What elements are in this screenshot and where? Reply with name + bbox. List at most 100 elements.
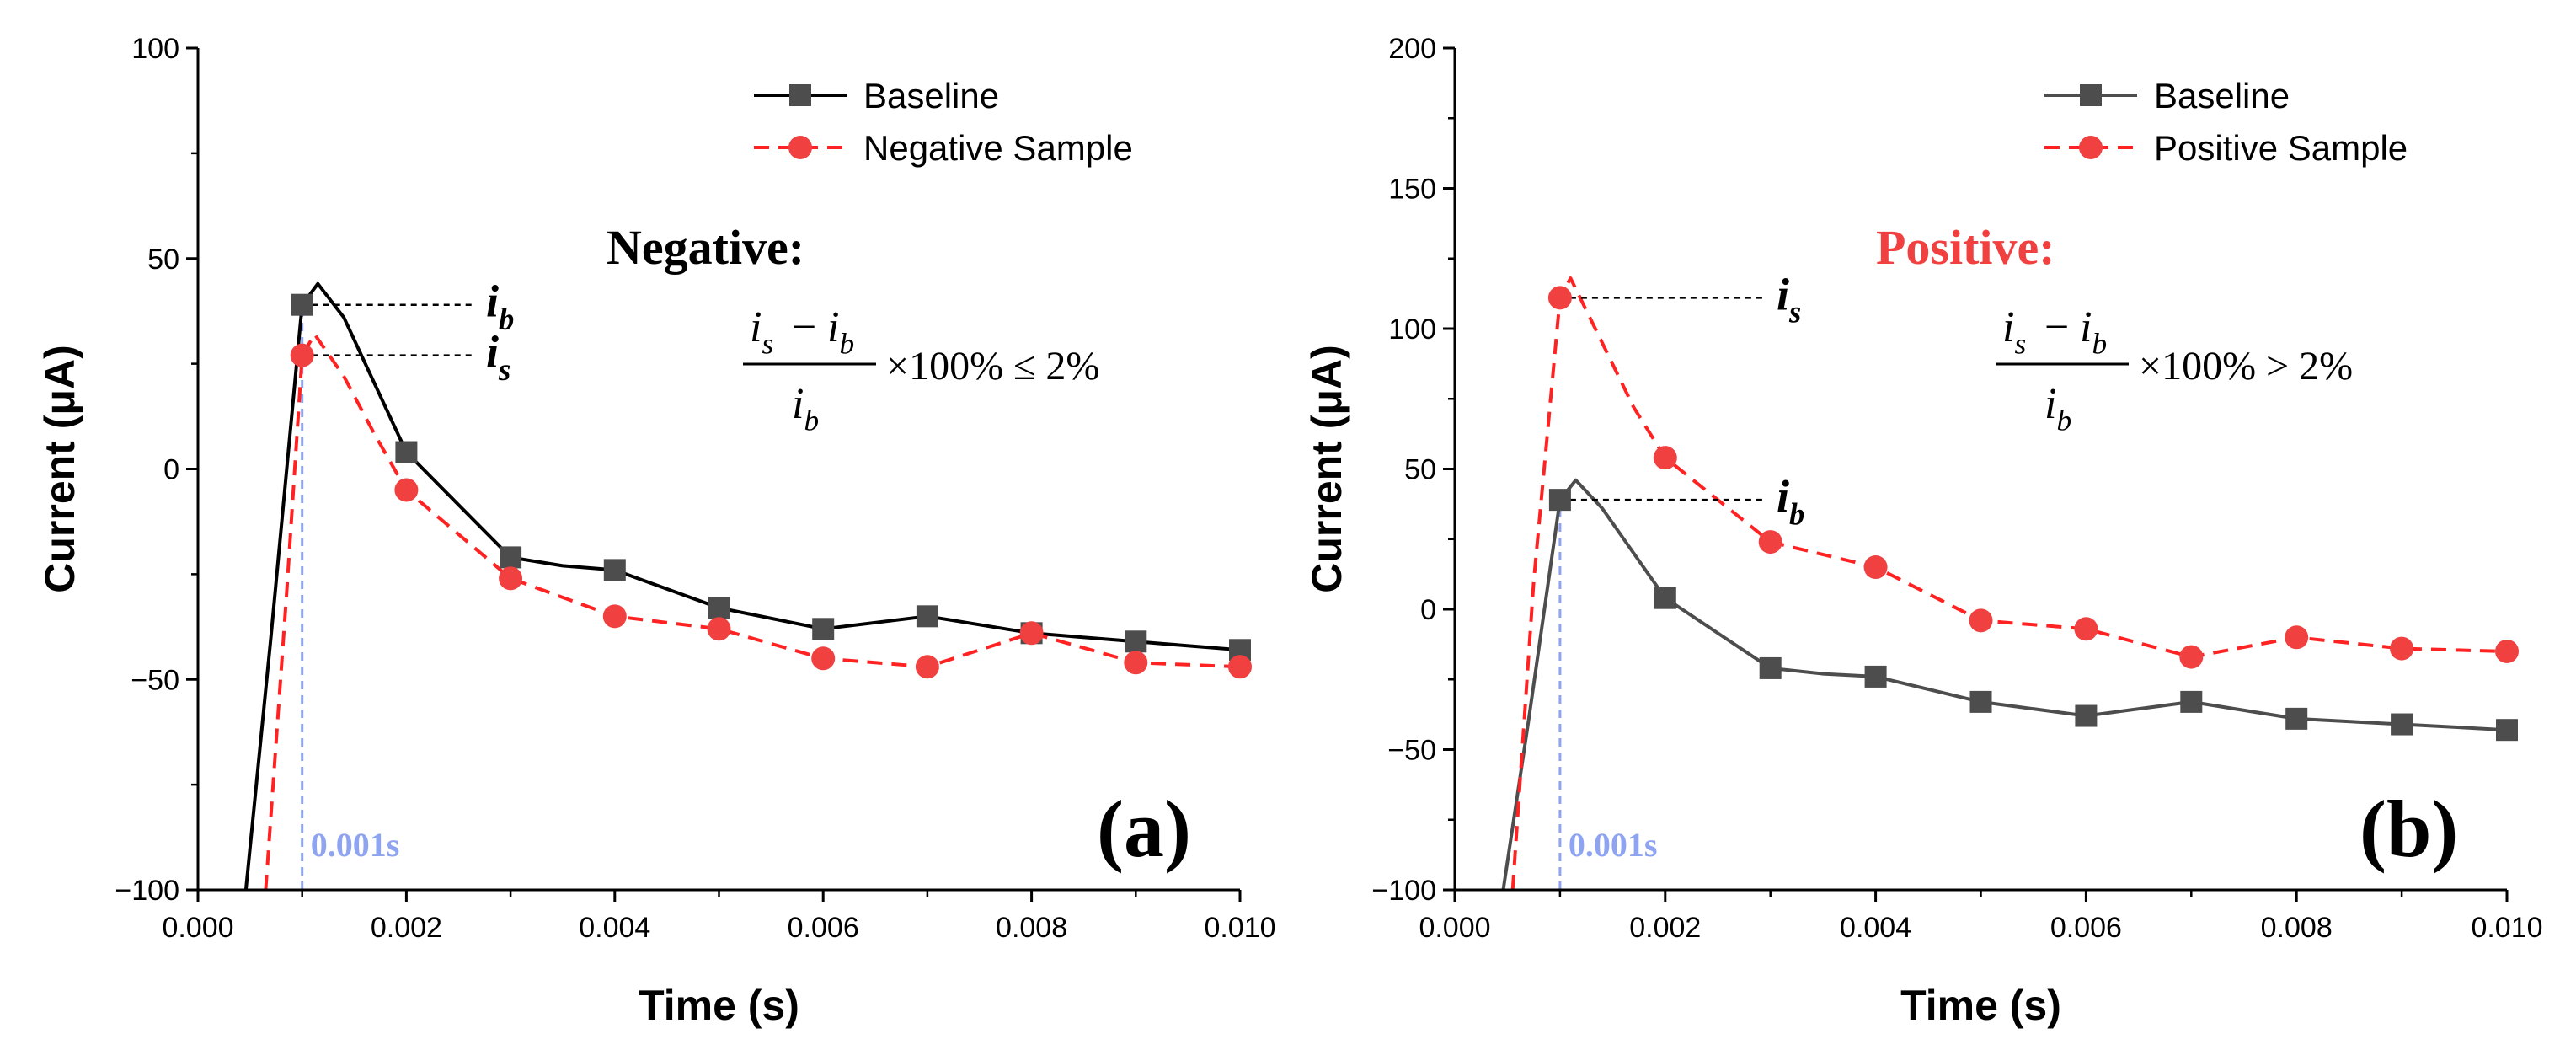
annotation-label-upper-sub: s bbox=[1788, 294, 1801, 329]
formula-numerator-left-sub: s bbox=[762, 327, 773, 361]
x-axis-title: Time (s) bbox=[1900, 982, 2061, 1029]
data-point-sample bbox=[1124, 651, 1148, 675]
data-point-baseline bbox=[916, 605, 938, 628]
formula-minus: − bbox=[792, 303, 816, 351]
formula-denominator-sub: b bbox=[2056, 404, 2071, 437]
data-point-sample bbox=[1758, 530, 1782, 554]
x-tick-label: 0.006 bbox=[2050, 912, 2122, 944]
y-tick-label: −50 bbox=[1387, 735, 1436, 767]
data-point-baseline bbox=[1654, 587, 1676, 609]
x-tick-label: 0.008 bbox=[996, 912, 1067, 944]
data-point-baseline bbox=[708, 597, 730, 619]
legend-marker-square bbox=[789, 84, 811, 106]
data-point-baseline bbox=[2496, 719, 2518, 742]
y-tick-label: 200 bbox=[1388, 33, 1436, 65]
data-point-baseline bbox=[812, 618, 835, 640]
data-point-sample bbox=[1863, 555, 1888, 580]
legend-marker-circle bbox=[2079, 136, 2103, 159]
legend-marker-circle bbox=[788, 136, 812, 159]
y-tick-label: 0 bbox=[163, 454, 179, 486]
x-tick-label: 0.010 bbox=[1204, 912, 1275, 944]
data-point-sample bbox=[811, 646, 836, 671]
x-tick-label: 0.004 bbox=[1840, 912, 1911, 944]
x-tick-label: 0.006 bbox=[788, 912, 859, 944]
time-marker-label: 0.001s bbox=[1569, 826, 1658, 864]
chart-panel-a: −100 −50 0 50 100 0.000 0.002 0.004 0.006 0.008 0.… bbox=[36, 33, 1276, 1029]
annotation-label-lower-sub: s bbox=[498, 352, 510, 387]
legend-label: Negative Sample bbox=[863, 128, 1133, 168]
annotation-label-upper-main: i bbox=[486, 276, 499, 327]
annotation-label-upper-sub: b bbox=[499, 302, 514, 336]
formula-numerator-right-main: i bbox=[827, 303, 839, 351]
data-point-sample bbox=[1969, 608, 1993, 633]
annotation-label-lower: ib bbox=[1777, 471, 1804, 531]
x-tick-label: 0.000 bbox=[162, 912, 233, 944]
data-point-sample bbox=[2285, 625, 2309, 650]
y-tick-label: 50 bbox=[1404, 454, 1436, 486]
formula-relation: ×100% ≤ 2% bbox=[886, 344, 1099, 388]
data-point-sample bbox=[1228, 655, 1252, 679]
data-point-sample bbox=[499, 566, 523, 591]
data-point-baseline bbox=[2285, 707, 2308, 730]
formula-numerator-left-main: i bbox=[2002, 303, 2014, 351]
formula-denominator-sub: b bbox=[804, 404, 819, 437]
data-point-sample bbox=[915, 655, 939, 679]
data-point-sample bbox=[290, 343, 314, 367]
annotation-label-upper-main: i bbox=[1777, 269, 1789, 319]
annotation-label-lower: is bbox=[486, 327, 510, 387]
plot-area bbox=[1501, 276, 2507, 890]
data-point-baseline bbox=[2075, 704, 2098, 727]
panel-label: (b) bbox=[2360, 784, 2458, 874]
legend-label: Baseline bbox=[863, 76, 999, 115]
formula-minus: − bbox=[2044, 303, 2069, 351]
data-point-baseline bbox=[2180, 690, 2203, 713]
x-tick-label: 0.002 bbox=[371, 912, 442, 944]
y-tick-label: 50 bbox=[147, 244, 179, 276]
data-point-baseline bbox=[500, 546, 522, 569]
formula-numerator-right-main: i bbox=[2080, 303, 2092, 351]
annotation-label-lower-sub: b bbox=[1789, 496, 1804, 531]
annotation-label-lower-main: i bbox=[486, 327, 499, 378]
data-point-sample bbox=[394, 478, 419, 502]
series-line-sample bbox=[1510, 276, 2507, 890]
data-point-baseline bbox=[1969, 690, 1992, 713]
data-point-baseline bbox=[1125, 630, 1147, 653]
annotation-label-upper: is bbox=[1777, 269, 1801, 329]
y-axis-title: Current (μA) bbox=[1303, 345, 1350, 592]
formula-denominator: ib bbox=[792, 380, 819, 437]
x-axis-title: Time (s) bbox=[639, 982, 799, 1029]
y-tick-label: −50 bbox=[131, 664, 179, 696]
data-point-baseline bbox=[395, 441, 418, 463]
y-tick-label: 150 bbox=[1388, 174, 1436, 206]
annotation-label-lower-main: i bbox=[1777, 471, 1789, 522]
data-point-sample bbox=[1019, 621, 1044, 646]
formula-numerator-left-main: i bbox=[750, 303, 762, 351]
legend-marker-square bbox=[2080, 84, 2102, 106]
data-point-sample bbox=[2179, 645, 2204, 669]
formula-denominator-main: i bbox=[792, 380, 804, 428]
annotation-title: Negative: bbox=[607, 220, 804, 275]
time-marker-label: 0.001s bbox=[311, 826, 400, 864]
formula-denominator-main: i bbox=[2044, 380, 2056, 428]
x-tick-label: 0.004 bbox=[579, 912, 650, 944]
chart-panel-b: −100 −50 0 50 100 150 200 0.000 0.002 0.004 0.006 0… bbox=[1303, 33, 2543, 1029]
series-line-sample bbox=[264, 332, 1240, 890]
data-point-sample bbox=[1653, 446, 1677, 470]
formula-numerator-right: ib bbox=[2080, 303, 2107, 361]
data-point-baseline bbox=[1548, 489, 1571, 512]
y-tick-label: −100 bbox=[115, 875, 179, 907]
data-point-baseline bbox=[1759, 656, 1782, 679]
annotation-label-upper: ib bbox=[486, 276, 514, 336]
y-axis-title: Current (μA) bbox=[36, 345, 83, 592]
x-tick-label: 0.008 bbox=[2261, 912, 2333, 944]
formula-numerator-left: is bbox=[750, 303, 773, 361]
data-point-sample bbox=[2495, 639, 2519, 663]
data-point-sample bbox=[2074, 617, 2098, 641]
formula-relation: ×100% > 2% bbox=[2139, 344, 2353, 388]
annotation-title: Positive: bbox=[1876, 220, 2055, 275]
legend-label: Baseline bbox=[2154, 76, 2290, 115]
data-point-baseline bbox=[2391, 713, 2413, 736]
data-point-baseline bbox=[291, 293, 313, 316]
y-tick-label: 0 bbox=[1420, 594, 1436, 626]
